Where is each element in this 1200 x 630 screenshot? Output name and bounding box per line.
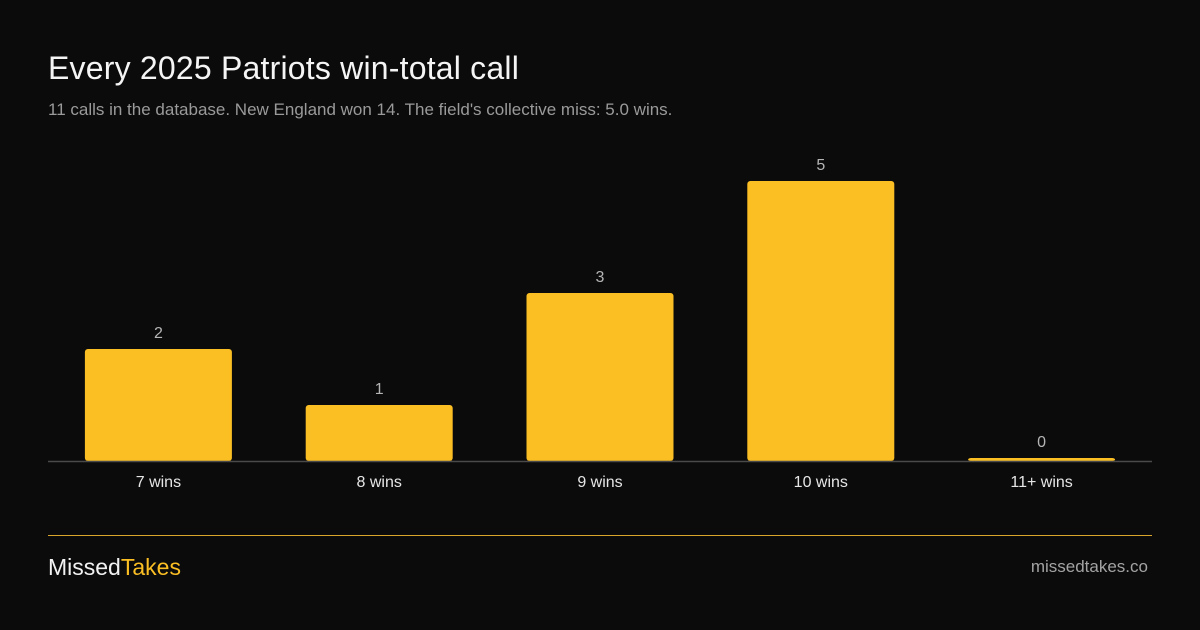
x-tick-label: 11+ wins [1010,474,1072,491]
footer-divider [48,535,1152,536]
data-label: 3 [596,269,605,286]
bar-chart: 2 7 wins 1 8 wins 3 9 wins 5 10 wins 0 11+ wins [48,157,1152,491]
x-tick-label: 10 wins [794,474,848,491]
data-label: 5 [816,157,825,174]
brand-logo-part1: Missed [48,554,121,580]
chart-title: Every 2025 Patriots win-total call [48,50,520,86]
data-label: 2 [154,325,163,342]
bar-11-wins [968,458,1116,461]
brand-logo: MissedTakes [48,554,181,581]
x-tick-label: 8 wins [357,474,402,491]
bar-7-wins [84,349,232,461]
bar-10-wins [747,181,895,461]
bar-8-wins [305,405,453,461]
data-label: 1 [375,381,384,398]
data-label: 0 [1037,434,1046,451]
x-tick-label: 9 wins [577,474,622,491]
x-tick-label: 7 wins [136,474,181,491]
site-url[interactable]: missedtakes.co [1030,557,1148,576]
chart-subtitle: 11 calls in the database. New England wo… [48,100,673,119]
brand-logo-part2: Takes [120,554,181,580]
bar-9-wins [526,293,674,461]
